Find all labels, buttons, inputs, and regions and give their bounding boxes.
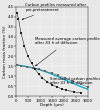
Point [18,18,19,19]
Y-axis label: Carbon mass fraction (%): Carbon mass fraction (%) [3,25,7,78]
Point [16,12,18,14]
Point [66,89,67,91]
Point [51,84,53,85]
Point [38,73,40,75]
Point [51,72,53,74]
Point [27,56,29,57]
Text: Measured average carbon profile
after 43 h of diffusion: Measured average carbon profile after 43… [35,37,100,66]
X-axis label: Depth (μm): Depth (μm) [40,103,64,107]
Point [32,67,34,69]
Text: Carbon profiles measured after
pre-pretreatment: Carbon profiles measured after pre-pretr… [22,3,86,20]
Point [42,77,43,79]
Point [46,81,48,83]
Point [61,88,62,90]
Point [57,75,59,76]
Point [64,77,66,79]
Point [26,66,28,68]
Point [20,32,22,33]
Text: Simulated carbon profiles
after 43 h of diffusion: Simulated carbon profiles after 43 h of … [50,77,100,85]
Point [34,68,36,70]
Point [31,62,32,64]
Point [72,80,73,82]
Point [80,83,82,85]
Point [73,91,74,93]
Point [44,70,46,72]
Point [16,64,18,66]
Point [20,65,22,67]
Point [56,86,58,88]
Point [24,46,25,47]
Point [38,68,40,70]
Point [87,86,89,88]
Point [80,92,82,94]
